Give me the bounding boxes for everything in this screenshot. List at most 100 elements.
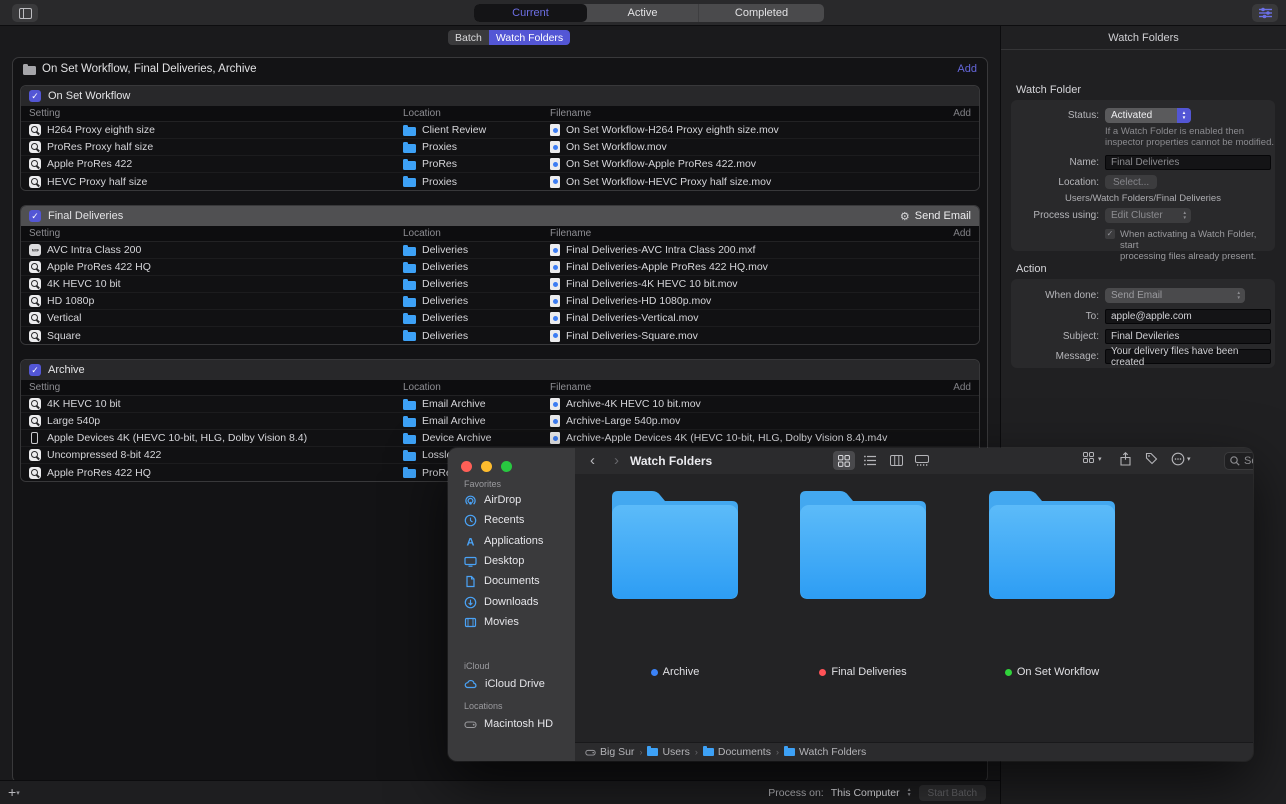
sidebar-item-documents[interactable]: Documents [464,572,540,590]
icloud-section-label: iCloud [464,661,490,671]
table-row[interactable]: Apple Devices 4K (HEVC 10-bit, HLG, Dolb… [21,430,979,447]
toggle-batch[interactable]: Batch [448,30,489,45]
group-checkbox[interactable]: ✓ [29,364,41,376]
folder-on-set-workflow[interactable] [977,479,1127,614]
start-batch-button[interactable]: Start Batch [918,785,986,801]
icon-view-button[interactable] [833,451,855,470]
group-header-selected[interactable]: ✓ Final Deliveries ⚙ Send Email [21,206,979,226]
process-on-value[interactable]: This Computer [830,787,900,799]
inspector-toggle-button[interactable] [1252,4,1278,22]
process-using-popup[interactable]: Edit Cluster ▲ ▼ [1105,208,1191,223]
list-view-button[interactable] [859,451,881,470]
when-done-popup[interactable]: Send Email ▲ ▼ [1105,288,1245,303]
table-row[interactable]: HD 1080p Deliveries Final Deliveries-HD … [21,293,979,310]
minimize-button[interactable] [481,461,492,472]
folder-label-final-deliveries[interactable]: Final Deliveries [788,666,938,678]
folder-icon [403,449,416,461]
table-row[interactable]: Square Deliveries Final Deliveries-Squar… [21,327,979,344]
tab-completed[interactable]: Completed [734,7,789,19]
column-header-row: Setting Location Filename Add [21,226,979,242]
movie-file-icon [550,312,560,324]
subject-field[interactable]: Final Devileries [1105,329,1271,344]
when-done-label: When done: [1045,290,1099,301]
folder-label-archive[interactable]: Archive [600,666,750,678]
add-setting-button[interactable]: Add [953,108,971,119]
folder-icon [612,491,738,599]
mxf-setting-icon: MXF [29,244,41,256]
sidebar-item-applications[interactable]: A Applications [464,532,544,550]
name-field[interactable]: Final Deliveries [1105,155,1271,170]
folder-label-on-set-workflow[interactable]: On Set Workflow [977,666,1127,678]
group-checkbox[interactable]: ✓ [29,90,41,102]
add-watch-folder-button[interactable]: Add [957,63,977,75]
search-input[interactable] [1244,455,1253,467]
status-tabs: Current Active Completed [474,4,824,22]
hard-disk-icon [464,720,477,728]
tab-current[interactable]: Current [474,4,587,22]
toggle-batch-list-button[interactable] [12,4,38,22]
group-header[interactable]: ✓ On Set Workflow [21,86,979,106]
column-view-button[interactable] [885,451,907,470]
finder-toolbar: ‹ › Watch Folders ▾ [575,448,1253,474]
folder-icon [989,491,1115,599]
gear-icon[interactable]: ⚙ [899,210,910,223]
red-tag-icon [819,668,827,676]
tab-active[interactable]: Active [587,4,699,22]
more-actions-button[interactable]: ▾ [1171,452,1191,466]
table-row[interactable]: Apple ProRes 422 ProRes On Set Workflow-… [21,156,979,173]
sidebar-item-recents[interactable]: Recents [464,511,524,529]
back-button[interactable]: ‹ [590,452,595,469]
table-row[interactable]: Large 540p Email Archive Archive-Large 5… [21,413,979,430]
table-row[interactable]: MXF AVC Intra Class 200 Deliveries Final … [21,242,979,259]
table-row[interactable]: Vertical Deliveries Final Deliveries-Ver… [21,310,979,327]
path-item-users[interactable]: Users [647,746,690,758]
add-setting-button[interactable]: Add [953,382,971,393]
gallery-view-button[interactable] [911,451,933,470]
zoom-button[interactable] [501,461,512,472]
message-field[interactable]: Your delivery files have been created [1105,346,1271,368]
folder-archive[interactable] [600,479,750,614]
start-processing-checkbox[interactable]: ✓ [1105,229,1115,239]
share-button[interactable] [1120,452,1131,466]
sidebar-item-downloads[interactable]: Downloads [464,593,538,611]
group-by-button[interactable]: ▾ [1083,452,1102,465]
sidebar-item-airdrop[interactable]: AirDrop [464,491,521,509]
group-header[interactable]: ✓ Archive [21,360,979,380]
table-row[interactable]: HEVC Proxy half size Proxies On Set Work… [21,173,979,190]
path-item-documents[interactable]: Documents [702,746,771,758]
to-field[interactable]: apple@apple.com [1105,309,1271,324]
tag-icon [1145,452,1158,465]
finder-search-field[interactable] [1224,452,1253,470]
sidebar-item-desktop[interactable]: Desktop [464,552,524,570]
movie-file-icon [550,175,560,188]
group-checkbox[interactable]: ✓ [29,210,41,222]
table-row[interactable]: 4K HEVC 10 bit Email Archive Archive-4K … [21,396,979,413]
folder-icon [403,244,416,256]
table-row[interactable]: H264 Proxy eighth size Client Review On … [21,122,979,139]
table-row[interactable]: ProRes Proxy half size Proxies On Set Wo… [21,139,979,156]
folder-icon [403,176,416,187]
finder-window-title: Watch Folders [630,454,713,468]
process-on-stepper[interactable]: ▲ ▼ [906,787,912,798]
folder-icon [403,415,416,427]
path-item-watch-folders[interactable]: Watch Folders [783,746,866,758]
add-setting-button[interactable]: Add [953,228,971,239]
path-item-big-sur[interactable]: Big Sur [585,746,634,758]
toggle-watch-folders[interactable]: Watch Folders [488,30,571,45]
compressor-setting-icon [29,158,41,170]
forward-button[interactable]: › [614,452,619,469]
folder-final-deliveries[interactable] [788,479,938,614]
sidebar-item-movies[interactable]: Movies [464,613,519,631]
location-select-button[interactable]: Select... [1105,175,1158,189]
table-row[interactable]: 4K HEVC 10 bit Deliveries Final Deliveri… [21,276,979,293]
close-button[interactable] [461,461,472,472]
table-row[interactable]: Apple ProRes 422 HQ Deliveries Final Del… [21,259,979,276]
status-popup[interactable]: Activated ▲ ▼ [1105,108,1191,123]
add-batch-button[interactable]: +▾ [8,784,20,800]
batch-title: On Set Workflow, Final Deliveries, Archi… [42,63,257,75]
sliders-icon [1258,7,1272,19]
sidebar-item-macintosh-hd[interactable]: Macintosh HD [464,715,553,733]
tag-button[interactable] [1145,452,1158,465]
sidebar-item-icloud-drive[interactable]: iCloud Drive [464,675,545,693]
